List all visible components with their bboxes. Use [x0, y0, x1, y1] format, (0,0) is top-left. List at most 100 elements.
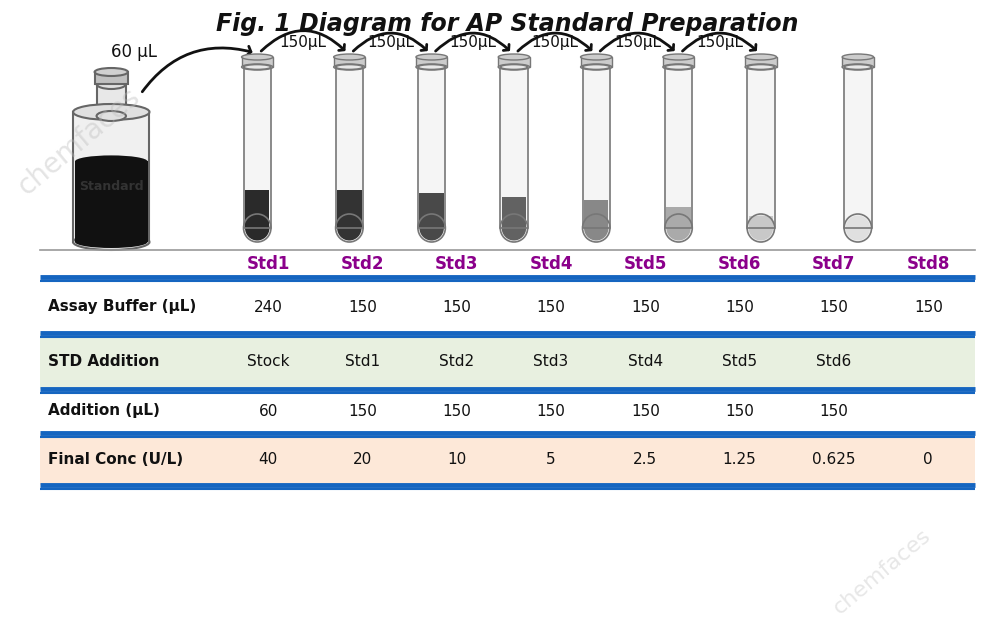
Bar	[581, 67, 609, 228]
Bar	[335, 67, 363, 228]
Ellipse shape	[500, 214, 527, 242]
Text: Std5: Std5	[623, 255, 666, 273]
Ellipse shape	[244, 214, 270, 242]
Text: 5: 5	[546, 451, 556, 467]
Bar	[583, 200, 608, 228]
Bar	[40, 333, 974, 389]
Ellipse shape	[841, 64, 873, 70]
Ellipse shape	[580, 54, 611, 60]
Ellipse shape	[75, 155, 147, 168]
Bar	[746, 67, 773, 228]
Bar	[40, 433, 974, 485]
Ellipse shape	[96, 111, 126, 121]
Text: 150: 150	[819, 300, 848, 315]
Ellipse shape	[335, 214, 363, 242]
Text: Std6: Std6	[815, 354, 851, 369]
Ellipse shape	[580, 64, 611, 70]
Ellipse shape	[841, 54, 873, 60]
Ellipse shape	[96, 79, 126, 89]
Text: STD Addition: STD Addition	[48, 354, 159, 369]
Bar	[745, 57, 775, 67]
Bar	[843, 67, 871, 228]
Bar	[242, 57, 272, 67]
Text: 150: 150	[442, 404, 471, 419]
Text: 150μL: 150μL	[531, 35, 578, 49]
Text: 0.625: 0.625	[811, 451, 855, 467]
Ellipse shape	[845, 216, 869, 241]
Text: Std1: Std1	[345, 354, 380, 369]
Bar	[843, 67, 871, 228]
Text: 60: 60	[258, 404, 277, 419]
Bar	[96, 84, 126, 116]
Bar	[73, 112, 149, 242]
Ellipse shape	[415, 54, 447, 60]
Text: Std2: Std2	[340, 255, 384, 273]
Text: Std7: Std7	[811, 255, 855, 273]
Ellipse shape	[664, 64, 692, 69]
Text: chemfaces: chemfaces	[12, 83, 145, 201]
Bar	[244, 67, 270, 228]
Text: 20: 20	[353, 451, 372, 467]
Text: 150μL: 150μL	[279, 35, 326, 49]
Text: Assay Buffer (μL): Assay Buffer (μL)	[48, 300, 196, 315]
Text: 150: 150	[819, 404, 848, 419]
Ellipse shape	[498, 64, 529, 70]
Bar	[500, 67, 527, 228]
Ellipse shape	[747, 216, 772, 241]
Ellipse shape	[333, 64, 365, 70]
Ellipse shape	[500, 64, 527, 69]
Bar	[498, 57, 529, 67]
Text: 2.5: 2.5	[632, 451, 657, 467]
Ellipse shape	[662, 54, 694, 60]
Bar	[581, 67, 609, 228]
Ellipse shape	[745, 64, 775, 70]
Ellipse shape	[746, 214, 773, 242]
Ellipse shape	[419, 216, 443, 241]
Ellipse shape	[664, 214, 692, 242]
Bar	[245, 189, 269, 228]
Bar	[75, 161, 147, 242]
Bar	[417, 67, 445, 228]
Text: Std2: Std2	[438, 354, 474, 369]
Ellipse shape	[745, 54, 775, 60]
Bar	[335, 67, 363, 228]
Text: 240: 240	[253, 300, 282, 315]
Bar	[419, 193, 443, 228]
Text: chemfaces: chemfaces	[829, 526, 934, 618]
Ellipse shape	[245, 216, 269, 241]
Bar	[40, 281, 974, 333]
Ellipse shape	[335, 64, 363, 69]
Bar	[662, 57, 694, 67]
Ellipse shape	[337, 216, 361, 241]
Ellipse shape	[75, 236, 147, 248]
Bar	[500, 67, 527, 228]
Text: 150: 150	[912, 300, 941, 315]
Text: 10: 10	[446, 451, 466, 467]
Ellipse shape	[498, 54, 529, 60]
Ellipse shape	[242, 54, 272, 60]
Text: 0: 0	[922, 451, 932, 467]
Text: 150μL: 150μL	[613, 35, 660, 49]
Ellipse shape	[417, 64, 445, 69]
Text: Fig. 1 Diagram for AP Standard Preparation: Fig. 1 Diagram for AP Standard Preparati…	[216, 12, 797, 36]
Ellipse shape	[843, 214, 871, 242]
Bar	[845, 226, 869, 228]
Ellipse shape	[581, 214, 609, 242]
Text: 40: 40	[258, 451, 277, 467]
Bar	[664, 67, 692, 228]
Bar	[417, 67, 445, 228]
Text: 150μL: 150μL	[696, 35, 743, 49]
Ellipse shape	[94, 68, 128, 76]
Ellipse shape	[244, 64, 270, 69]
Text: 150: 150	[536, 300, 565, 315]
Text: Addition (μL): Addition (μL)	[48, 404, 159, 419]
Text: Std8: Std8	[906, 255, 949, 273]
Ellipse shape	[501, 216, 526, 241]
Bar	[333, 57, 365, 67]
Ellipse shape	[843, 64, 871, 69]
Ellipse shape	[73, 234, 149, 250]
Text: 150: 150	[630, 300, 659, 315]
Bar	[580, 57, 611, 67]
Ellipse shape	[583, 216, 608, 241]
Text: 150: 150	[630, 404, 659, 419]
